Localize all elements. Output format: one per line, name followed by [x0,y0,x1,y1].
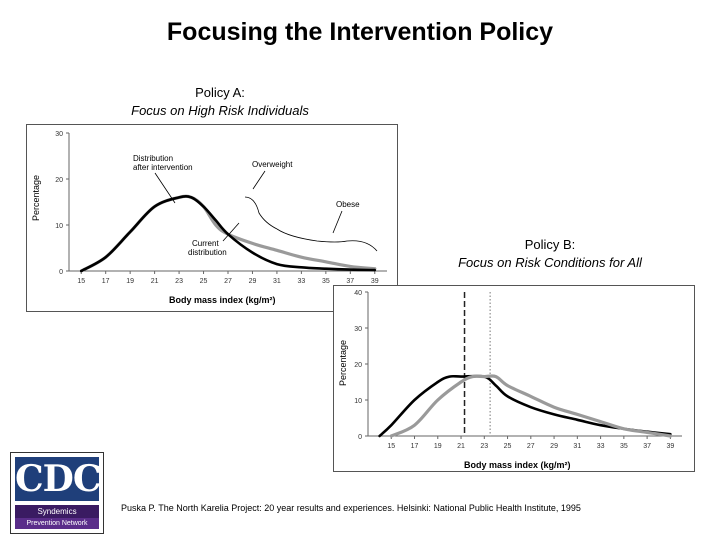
chart-a-x-tick-label: 37 [346,278,354,285]
chart-b-x-tick-label: 23 [480,443,488,450]
chart-a-x-tick-label: 39 [371,278,379,285]
chart-a-annotation-after-pointer [154,172,176,204]
chart-b-x-tick-label: 15 [387,443,395,450]
policy-a-description: Focus on High Risk Individuals [131,103,309,118]
chart-a-y-tick-label: 20 [55,177,63,184]
cdc-logo-mark: CDC [15,457,102,501]
chart-a-x-tick-label: 35 [322,278,330,285]
policy-b-caption: Policy B: Focus on Risk Conditions for A… [400,236,700,272]
chart-a-ylabel: Percentage [31,174,41,221]
chart-b-series-2 [389,374,672,438]
chart-b-x-tick-label: 17 [411,443,419,450]
cdc-logo-syndemics: Syndemics [15,505,99,518]
chart-a-x-tick-label: 19 [126,278,134,285]
cdc-logo-network: Prevention Network [15,518,99,529]
policy-a-heading: Policy A: [195,85,245,100]
chart-a-annotation-obese-pointer [332,210,343,234]
chart-a-x-tick-label: 15 [77,278,85,285]
chart-a-x-tick-label: 31 [273,278,281,285]
cdc-logo: CDC Syndemics Prevention Network [10,452,104,534]
chart-a-annotation-obese: Obese [336,200,360,209]
chart-b-x-tick-label: 27 [527,443,535,450]
policy-b-description: Focus on Risk Conditions for All [458,255,642,270]
chart-b-y-tick-label: 30 [354,326,362,333]
chart-a-x-tick-label: 27 [224,278,232,285]
policy-a-caption: Policy A: Focus on High Risk Individuals [60,84,380,120]
chart-b-ylabel: Percentage [338,339,348,386]
chart-a-annotation-overweight: Overweight [252,160,293,169]
chart-b-y-tick-label: 20 [354,362,362,369]
chart-a-annotation-after-2: after intervention [133,163,193,172]
chart-a-annotation-current-pointer [222,222,240,242]
chart-b-x-tick-label: 19 [434,443,442,450]
chart-policy-b: 0 10 20 30 40 15 17 19 21 23 25 27 29 31 33 35 37 39 Perc… [333,285,695,472]
chart-b-xlabel: Body mass index (kg/m²) [464,460,571,470]
chart-a-annotation-current-2: distribution [188,248,227,257]
chart-a-xlabel: Body mass index (kg/m²) [169,295,276,305]
chart-a-x-tick-label: 33 [297,278,305,285]
chart-a-annotation-after: Distribution [133,154,173,163]
chart-a-x-tick-label: 21 [151,278,159,285]
chart-a-annotation-current: Current [192,239,219,248]
chart-b-series-1 [378,374,672,438]
chart-a-x-tick-label: 25 [200,278,208,285]
chart-a-svg: 0 10 20 30 15 17 19 21 23 25 27 29 31 33 35 37 39 Distrib… [55,131,387,285]
chart-b-x-tick-label: 25 [504,443,512,450]
chart-b-x-tick-label: 29 [550,443,558,450]
slide-title: Focusing the Intervention Policy [166,18,554,46]
chart-b-x-tick-label: 21 [457,443,465,450]
policy-b-heading: Policy B: [524,237,576,252]
chart-b-x-tick-label: 31 [573,443,581,450]
chart-policy-a: 0 10 20 30 15 17 19 21 23 25 27 29 31 33 35 37 39 Distrib… [26,124,398,312]
chart-a-obese-brace [276,228,378,252]
chart-b-x-tick-label: 39 [666,443,674,450]
chart-a-annotation-overweight-pointer [252,170,266,190]
chart-b-svg: 0 10 20 30 40 15 17 19 21 23 25 27 29 31 33 35 37 39 [354,290,682,450]
chart-a-y-tick-label: 10 [55,223,63,230]
chart-a-x-tick-label: 17 [102,278,110,285]
chart-a-overweight-brace [244,196,278,230]
chart-a-x-tick-label: 23 [175,278,183,285]
chart-a-y-tick-label: 0 [59,269,63,276]
chart-b-y-tick-label: 10 [354,398,362,405]
chart-a-series-2 [79,194,377,273]
chart-b-x-tick-label: 33 [597,443,605,450]
chart-a-x-tick-label: 29 [249,278,257,285]
chart-a-y-tick-label: 30 [55,131,63,138]
chart-b-y-tick-label: 0 [358,434,362,441]
chart-b-x-tick-label: 37 [643,443,651,450]
chart-b-x-tick-label: 35 [620,443,628,450]
reference-citation: Puska P. The North Karelia Project: 20 y… [121,503,581,513]
chart-b-y-tick-label: 40 [354,290,362,297]
